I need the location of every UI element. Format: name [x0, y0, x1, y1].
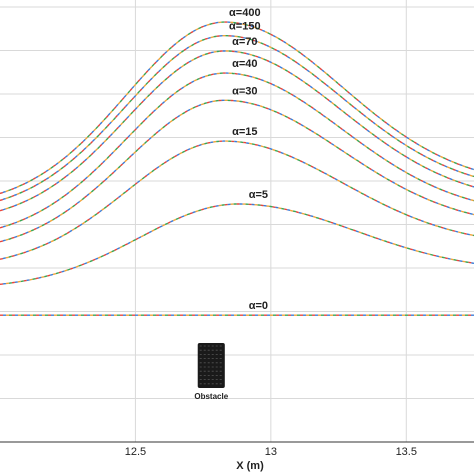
series-label: α=5 — [249, 189, 268, 201]
series-label: α=0 — [249, 300, 268, 312]
obstacle-rect — [197, 343, 225, 388]
series-label: α=30 — [232, 85, 257, 97]
grid — [0, 0, 474, 443]
series-label: α=400 — [229, 7, 261, 19]
series-line-dash — [0, 203, 474, 285]
series-line-dash — [0, 203, 474, 285]
series-line-dash — [0, 203, 474, 285]
series-line-dash — [0, 21, 474, 195]
series-line — [0, 99, 474, 243]
trajectory-curves — [0, 21, 474, 316]
series-line — [0, 72, 474, 229]
series-line — [0, 35, 474, 202]
series-line-dash — [0, 140, 474, 260]
series-line-dash — [0, 99, 474, 243]
series-label: α=70 — [232, 36, 257, 48]
x-axis-label: X (m) — [236, 460, 264, 472]
series-line-dash — [0, 203, 474, 285]
obstacle-block: Obstacle — [194, 343, 229, 401]
series-label: α=40 — [232, 58, 257, 70]
series-line-dash — [0, 21, 474, 195]
series-line-dash — [0, 99, 474, 243]
series-line-dash — [0, 72, 474, 229]
series-line-dash — [0, 50, 474, 212]
series-line-dash — [0, 140, 474, 260]
series-label: α=15 — [232, 126, 257, 138]
series-line — [0, 203, 474, 285]
x-tick-label: 13 — [265, 446, 277, 458]
curve-labels: α=400 α=150 α=70 α=40 α=30 α=15 α=5 α=0 — [229, 7, 268, 312]
x-tick-label: 12.5 — [125, 446, 146, 458]
series-line — [0, 140, 474, 260]
x-tick-labels: 12.5 13 13.5 — [125, 446, 417, 458]
series-line-dash — [0, 50, 474, 212]
series-line-dash — [0, 72, 474, 229]
series-line-dash — [0, 140, 474, 260]
series-line — [0, 21, 474, 195]
series-line-dash — [0, 140, 474, 260]
series-label: α=150 — [229, 21, 261, 33]
x-tick-label: 13.5 — [396, 446, 417, 458]
obstacle-label: Obstacle — [194, 392, 228, 401]
series-line — [0, 50, 474, 212]
series-line-dash — [0, 50, 474, 212]
series-line-dash — [0, 35, 474, 202]
